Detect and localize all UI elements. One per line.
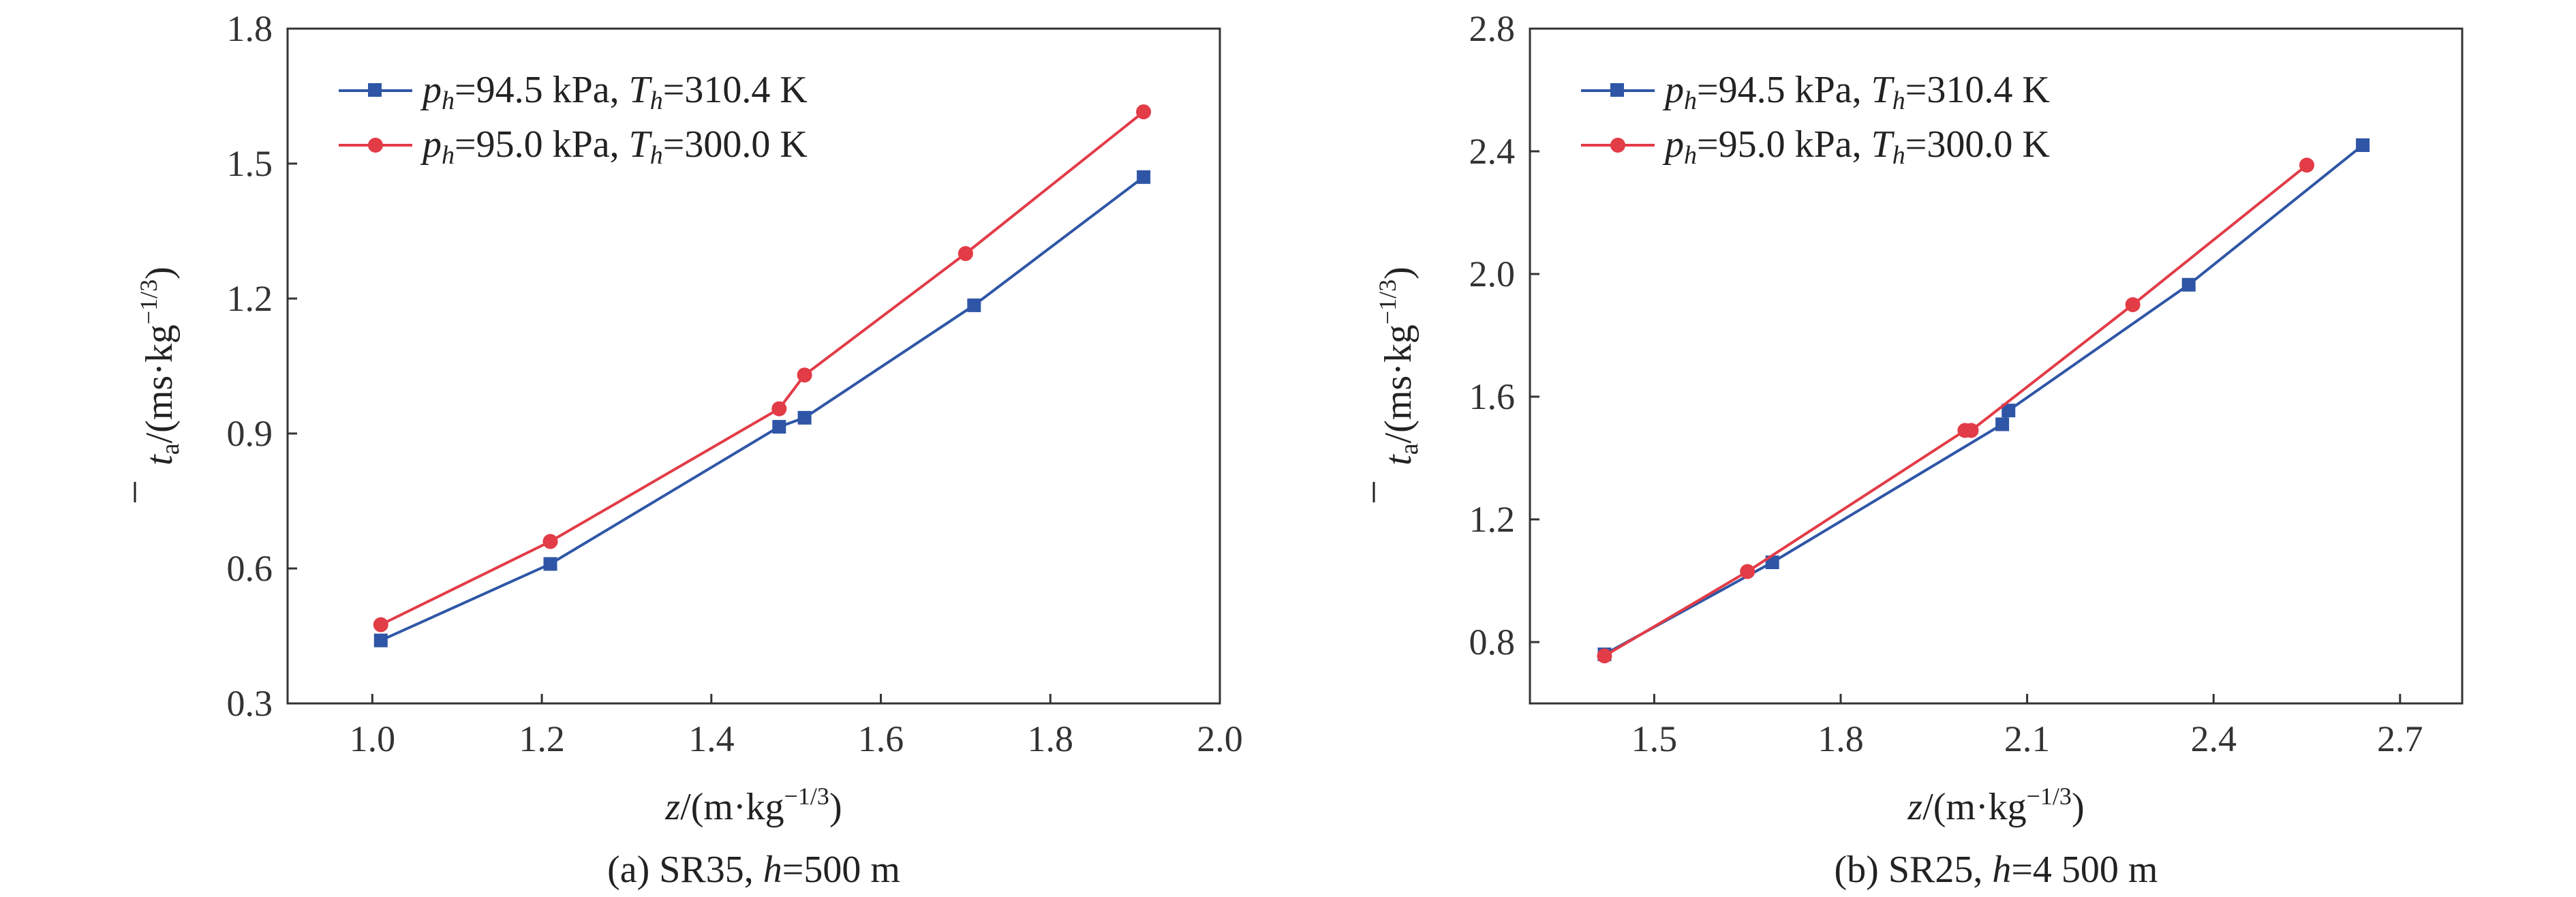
- chart-a-x-tick-label-4: 1.8: [1028, 718, 1074, 759]
- chart-b-series: [1597, 138, 2370, 664]
- chart-b: 1.5 1.8 2.1 2.4 2.7 0.8 1.2 1.6 2.0 2.4 2.8 ph=94.…: [1373, 8, 2464, 891]
- chart-b-series-2-point-1: [1740, 564, 1755, 579]
- chart-b-legend-marker-2: [1610, 138, 1625, 153]
- chart-b-legend-label-2: ph=95.0 kPa, Th=300.0 K: [1662, 123, 2050, 170]
- svg-text:ta/(ms·kg−1/3): ta/(ms·kg−1/3): [1374, 267, 1424, 466]
- chart-a-x-axis-label: z/(m·kg−1/3): [664, 782, 842, 828]
- chart-b-plot-frame: [1529, 27, 2464, 705]
- chart-a-series-2-point-3: [797, 367, 812, 383]
- chart-b-x-axis-label: z/(m·kg−1/3): [1907, 782, 2084, 828]
- chart-a-series-2-point-4: [957, 246, 973, 261]
- chart-a-series-2-point-2: [771, 401, 787, 416]
- chart-b-ticks: 1.5 1.8 2.1 2.4 2.7 0.8 1.2 1.6 2.0 2.4 2.8: [1469, 8, 2423, 759]
- chart-a-series-1-point-0: [373, 633, 388, 648]
- chart-b-legend-entry-1: ph=94.5 kPa, Th=310.4 K: [1581, 69, 2050, 115]
- chart-b-legend-marker-1: [1610, 83, 1624, 97]
- chart-a-x-tick-label-3: 1.6: [858, 718, 904, 759]
- chart-a-series-1-point-5: [1137, 170, 1151, 184]
- chart-a-y-tick-label-3: 1.2: [227, 278, 273, 319]
- chart-b-series-1-point-2: [1995, 417, 2010, 431]
- chart-a-series-1-point-3: [797, 410, 812, 425]
- chart-b-series-2-point-4: [2125, 297, 2141, 312]
- chart-b-y-tick-label-3: 2.0: [1469, 254, 1516, 294]
- chart-b-x-tick-label-3: 2.4: [2190, 718, 2237, 759]
- chart-b-y-tick-label-2: 1.6: [1469, 376, 1516, 417]
- chart-b-series-1-point-3: [2002, 404, 2016, 418]
- chart-b-series-1-point-5: [2356, 138, 2370, 152]
- chart-a-legend-label-2: ph=95.0 kPa, Th=300.0 K: [420, 123, 808, 170]
- chart-b-series-2-point-3: [1963, 423, 1979, 438]
- chart-a-series-1-point-2: [772, 420, 786, 434]
- chart-a-legend-marker-1: [368, 83, 382, 97]
- chart-a-x-tick-label-1: 1.2: [519, 718, 565, 759]
- chart-b-series-1-line: [1604, 144, 2364, 656]
- chart-a-y-axis-label: ta/(ms·kg−1/3): [134, 267, 185, 502]
- chart-a-legend: ph=94.5 kPa, Th=310.4 K ph=95.0 kPa, Th=…: [339, 69, 808, 170]
- svg-text:ta/(ms·kg−1/3): ta/(ms·kg−1/3): [135, 267, 185, 466]
- chart-a-series: [373, 104, 1152, 648]
- chart-b-x-tick-label-0: 1.5: [1631, 718, 1678, 759]
- chart-b-y-tick-label-1: 1.2: [1469, 499, 1516, 540]
- chart-a-series-1-point-1: [543, 557, 557, 571]
- chart-b-caption: (b) SR25, h=4 500 m: [1835, 849, 2158, 891]
- chart-a-legend-label-1: ph=94.5 kPa, Th=310.4 K: [420, 69, 808, 115]
- chart-a-series-2-point-1: [542, 534, 558, 549]
- chart-a-y-tick-label-1: 0.6: [227, 548, 273, 589]
- chart-b-x-tick-label-2: 2.1: [2004, 718, 2051, 759]
- chart-a-legend-entry-1: ph=94.5 kPa, Th=310.4 K: [339, 69, 808, 115]
- chart-a-series-2-point-0: [373, 617, 388, 633]
- chart-a-plot-frame: [286, 27, 1221, 705]
- chart-b-y-tick-label-5: 2.8: [1469, 8, 1516, 49]
- chart-a-x-tick-label-0: 1.0: [350, 718, 396, 759]
- chart-a-y-tick-label-5: 1.8: [227, 8, 273, 49]
- chart-b-series-2-line: [1604, 164, 2308, 658]
- chart-a-y-tick-label-0: 0.3: [227, 683, 273, 724]
- chart-b-legend: ph=94.5 kPa, Th=310.4 K ph=95.0 kPa, Th=…: [1581, 69, 2050, 170]
- chart-a-caption: (a) SR35, h=500 m: [607, 849, 900, 891]
- chart-b-series-2-point-0: [1597, 648, 1612, 664]
- chart-a-series-2-point-5: [1136, 104, 1152, 120]
- chart-a-y-tick-label-2: 0.9: [227, 413, 273, 454]
- chart-a-y-tick-label-4: 1.5: [227, 143, 273, 184]
- chart-a-series-1-line: [380, 176, 1145, 642]
- chart-b-legend-entry-2: ph=95.0 kPa, Th=300.0 K: [1581, 123, 2050, 170]
- chart-b-y-tick-label-0: 0.8: [1469, 622, 1516, 663]
- chart-a-legend-entry-2: ph=95.0 kPa, Th=300.0 K: [339, 123, 808, 170]
- chart-b-series-1-point-4: [2181, 277, 2196, 292]
- chart-b-legend-label-1: ph=94.5 kPa, Th=310.4 K: [1662, 69, 2050, 115]
- chart-a-series-1-point-4: [967, 298, 981, 312]
- chart-a-x-tick-label-5: 2.0: [1197, 718, 1243, 759]
- chart-a-legend-marker-2: [368, 138, 383, 153]
- chart-b-y-tick-label-4: 2.4: [1469, 131, 1516, 172]
- chart-a-series-2-line: [380, 110, 1145, 626]
- chart-a-x-tick-label-2: 1.4: [688, 718, 735, 759]
- chart-a: 1.0 1.2 1.4 1.6 1.8 2.0 0.3 0.6 0.9 1.2 1.5 1.8 ph=…: [134, 8, 1243, 891]
- chart-b-x-tick-label-4: 2.7: [2377, 718, 2423, 759]
- chart-b-y-axis-label: ta/(ms·kg−1/3): [1373, 267, 1424, 502]
- chart-a-ticks: 1.0 1.2 1.4 1.6 1.8 2.0 0.3 0.6 0.9 1.2 1.5 1.8: [227, 8, 1243, 759]
- chart-b-x-tick-label-1: 1.8: [1818, 718, 1864, 759]
- chart-b-series-2-point-5: [2299, 157, 2314, 173]
